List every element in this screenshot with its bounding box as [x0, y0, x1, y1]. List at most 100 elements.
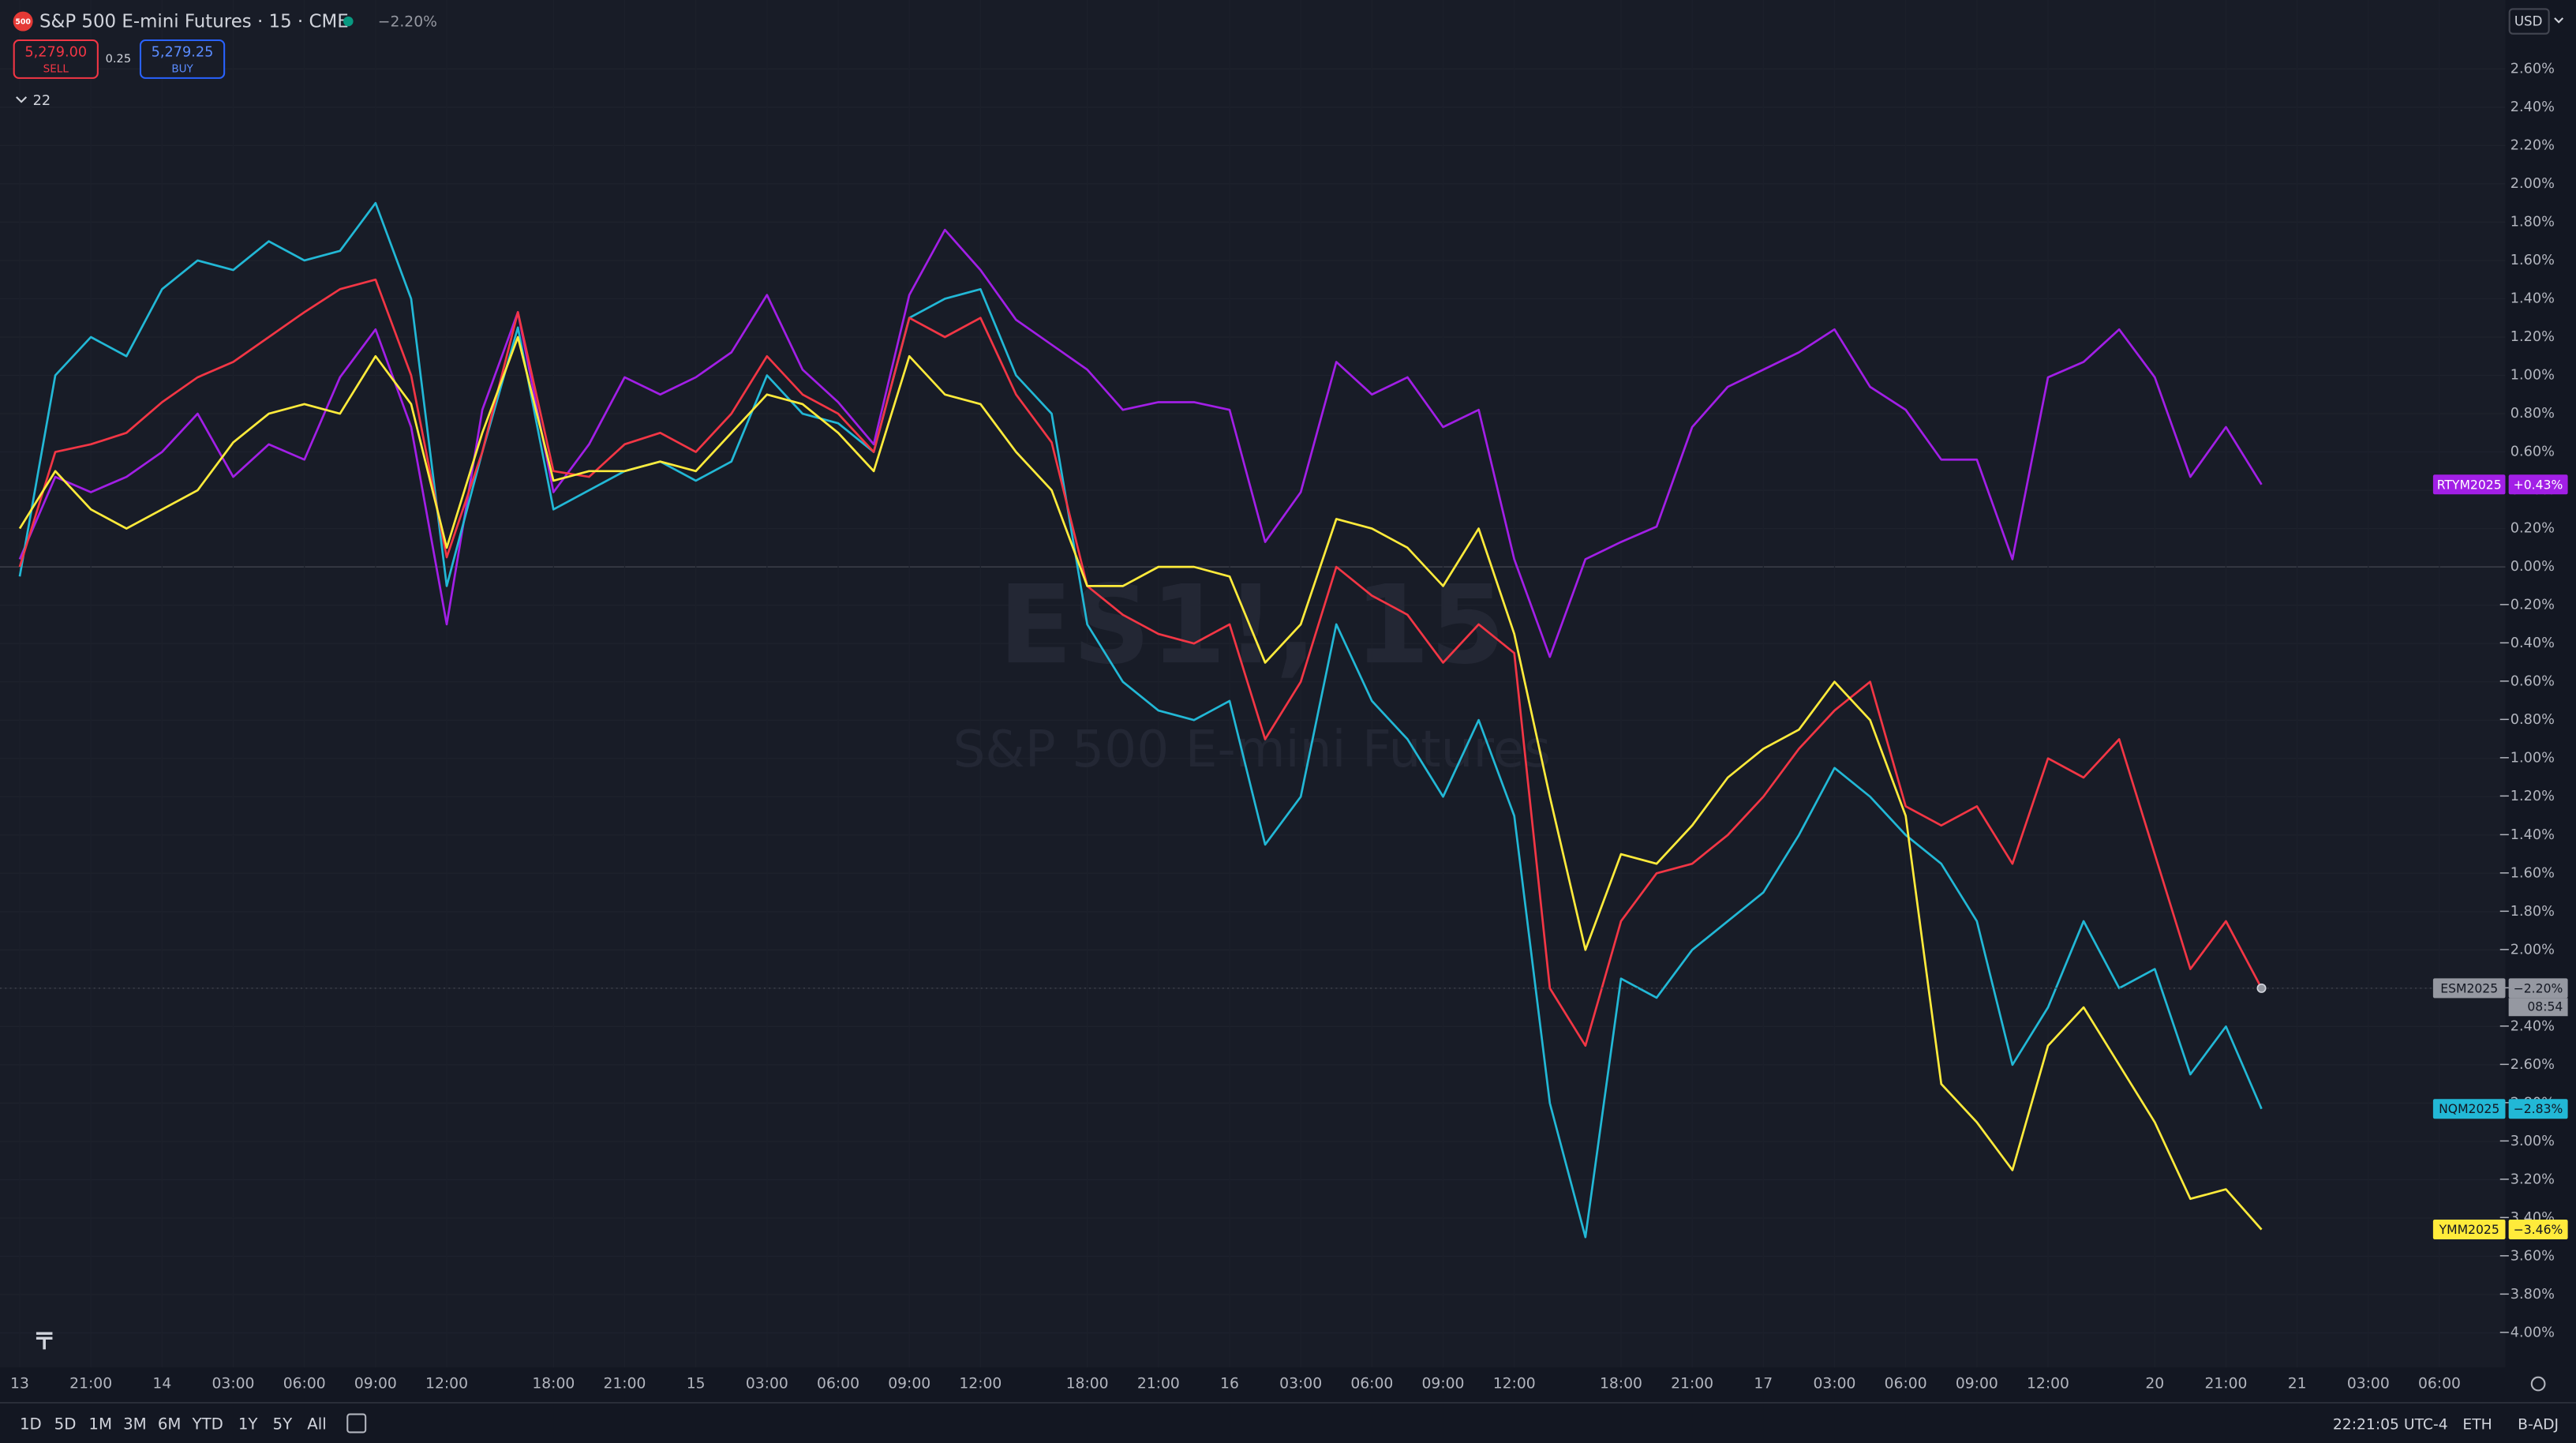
y-tick-label: −0.20% — [2499, 598, 2555, 613]
range-button[interactable]: 1Y — [238, 1415, 259, 1434]
range-button[interactable]: All — [307, 1415, 327, 1434]
last-point — [2256, 983, 2267, 993]
settings-icon[interactable] — [2530, 1376, 2546, 1392]
countdown-badge — [2508, 998, 2568, 1017]
y-tick-label: 2.40% — [2510, 99, 2555, 115]
x-tick-label: 03:00 — [1279, 1376, 1322, 1392]
series-name-tag — [2432, 1099, 2506, 1119]
y-tick-label: −1.40% — [2499, 827, 2555, 843]
x-tick-label: 09:00 — [1422, 1376, 1465, 1392]
sell-button[interactable] — [13, 39, 99, 79]
currency-button[interactable] — [2508, 8, 2550, 35]
y-tick-label: 2.00% — [2510, 176, 2555, 192]
range-button[interactable]: 5Y — [273, 1415, 294, 1434]
grid — [0, 566, 2506, 568]
sell-label: SELL — [43, 62, 69, 75]
x-tick-label: 18:00 — [1066, 1376, 1109, 1392]
currency: USD — [2514, 14, 2543, 29]
series-name-tag — [2432, 978, 2506, 999]
last-value-label: +0.43% — [2514, 478, 2563, 492]
range-button[interactable]: 3M — [123, 1415, 147, 1434]
watermark-name: S&P 500 E-mini Futures — [953, 720, 1550, 779]
series-name: ESM2025 — [2440, 981, 2498, 995]
toolbar: 1D 5D 1M 3M 6M YTD 1Y 5Y All — [20, 1415, 327, 1434]
x-tick-label: 21 — [2288, 1376, 2307, 1392]
last-value-label: −3.46% — [2514, 1223, 2563, 1237]
adjustment[interactable]: B-ADJ — [2518, 1417, 2559, 1434]
clock[interactable]: 22:21:05 UTC-4 — [2333, 1417, 2448, 1434]
x-tick-label: 21:00 — [604, 1376, 646, 1392]
date-range-icon[interactable] — [346, 1413, 367, 1434]
x-tick-label: 15 — [687, 1376, 706, 1392]
series-name-tag — [2432, 474, 2506, 495]
x-tick-label: 06:00 — [283, 1376, 326, 1392]
y-tick-label: −3.60% — [2499, 1249, 2555, 1265]
x-tick-label: 18:00 — [532, 1376, 575, 1392]
x-tick-label: 09:00 — [888, 1376, 930, 1392]
last-value-badge — [2508, 978, 2568, 999]
watermark-symbol: ES1!, 15 — [998, 562, 1505, 688]
last-value-label: −2.83% — [2514, 1102, 2563, 1116]
y-tick-label: −2.40% — [2499, 1018, 2555, 1034]
plot-area — [0, 0, 2505, 1367]
y-tick-label: −2.60% — [2499, 1057, 2555, 1073]
x-tick-label: 20 — [2145, 1376, 2164, 1392]
x-tick-label: 21:00 — [2204, 1376, 2247, 1392]
y-tick-label: −1.80% — [2499, 904, 2555, 920]
symbol-logo — [13, 11, 33, 32]
last-value-badge — [2508, 474, 2568, 495]
indicators-toggle[interactable] — [16, 96, 28, 103]
range-button[interactable]: 1D — [20, 1415, 42, 1434]
y-tick-label: −1.60% — [2499, 865, 2555, 881]
range-button[interactable]: 1M — [88, 1415, 112, 1434]
y-tick-label: −0.60% — [2499, 674, 2555, 690]
series-line — [18, 335, 2263, 1231]
x-tick-label: 09:00 — [354, 1376, 397, 1392]
y-tick-label: 0.20% — [2510, 521, 2555, 537]
y-tick-label: 1.60% — [2510, 253, 2555, 268]
series-line — [18, 278, 2263, 1048]
y-tick-label: 2.20% — [2510, 137, 2555, 153]
symbol-title[interactable]: S&P 500 E-mini Futures · 15 · CME — [39, 12, 349, 32]
tv-logo: 〒 — [33, 1328, 56, 1355]
market-status[interactable] — [343, 16, 354, 27]
y-tick-label: −0.40% — [2499, 635, 2555, 651]
y-tick-label: 0.00% — [2510, 559, 2555, 575]
indicators-count: 22 — [33, 93, 51, 109]
buy-button[interactable] — [139, 39, 226, 79]
series-name-tag — [2432, 1220, 2506, 1240]
y-tick-label: −0.80% — [2499, 712, 2555, 728]
y-tick-label: 2.60% — [2510, 61, 2555, 77]
currency-arrow[interactable] — [2554, 17, 2564, 24]
y-tick-label: −2.00% — [2499, 942, 2555, 958]
last-value-label: −2.20% — [2514, 981, 2563, 995]
x-tick-label: 06:00 — [1350, 1376, 1393, 1392]
spread: 0.25 — [106, 52, 131, 66]
y-tick-label: −1.00% — [2499, 751, 2555, 766]
y-tick-label: −4.00% — [2499, 1325, 2555, 1341]
x-tick-label: 12:00 — [1493, 1376, 1536, 1392]
range-button[interactable]: YTD — [192, 1415, 223, 1434]
last-value-badge — [2508, 1099, 2568, 1119]
x-tick-label: 13 — [10, 1376, 29, 1392]
range-button[interactable]: 6M — [158, 1415, 182, 1434]
x-tick-label: 06:00 — [817, 1376, 859, 1392]
range-button[interactable]: 5D — [54, 1415, 77, 1434]
x-tick-label: 18:00 — [1600, 1376, 1642, 1392]
x-tick-label: 21:00 — [1137, 1376, 1180, 1392]
y-tick-label: 0.80% — [2510, 406, 2555, 422]
x-tick-label: 03:00 — [1814, 1376, 1856, 1392]
change: −2.20% — [378, 14, 437, 31]
y-tick-label: −3.80% — [2499, 1287, 2555, 1302]
series-name: RTYM2025 — [2437, 478, 2502, 492]
buy-label: BUY — [171, 62, 193, 75]
x-tick-label: 16 — [1220, 1376, 1239, 1392]
x-tick-label: 03:00 — [2347, 1376, 2390, 1392]
x-tick-label: 06:00 — [2418, 1376, 2461, 1392]
y-tick-label: 1.00% — [2510, 368, 2555, 384]
y-tick-label: −3.20% — [2499, 1171, 2555, 1187]
series-line — [18, 201, 2263, 1239]
countdown: 08:54 — [2527, 999, 2563, 1014]
session[interactable]: ETH — [2462, 1417, 2492, 1434]
